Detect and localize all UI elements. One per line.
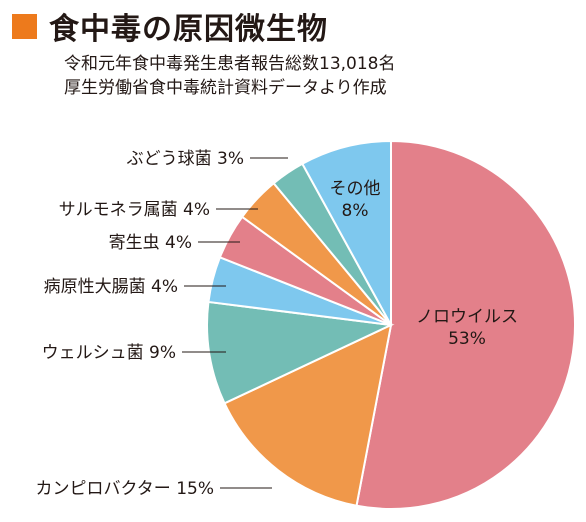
slice-name-7: その他 xyxy=(330,179,381,199)
slice-label-7: 8% xyxy=(342,201,369,221)
slice-label-4: 寄生虫 4% xyxy=(109,233,192,253)
title-accent-square xyxy=(12,13,37,39)
slice-label-2: ウェルシュ菌 9% xyxy=(42,343,176,363)
pie-slice-7 xyxy=(301,139,392,326)
slice-label-1: カンピロバクター 15% xyxy=(35,479,214,499)
pie-slice-1 xyxy=(223,323,393,507)
slice-label-0: 53% xyxy=(448,329,486,349)
title-row: 食中毒の原因微生物 xyxy=(12,6,328,47)
chart-subtitle-line2: 厚生労働省食中毒統計資料データより作成 xyxy=(64,78,387,98)
slice-label-5: サルモネラ属菌 4% xyxy=(59,200,210,220)
slice-label-3: 病原性大腸菌 4% xyxy=(44,277,178,297)
pie-slice-0 xyxy=(355,139,577,510)
slice-label-6: ぶどう球菌 3% xyxy=(127,149,244,169)
pie-slice-2 xyxy=(206,300,395,405)
slice-name-0: ノロウイルス xyxy=(416,307,518,327)
chart-title: 食中毒の原因微生物 xyxy=(49,12,328,47)
chart-subtitle-line1: 令和元年食中毒発生患者報告総数13,018名 xyxy=(64,54,396,74)
